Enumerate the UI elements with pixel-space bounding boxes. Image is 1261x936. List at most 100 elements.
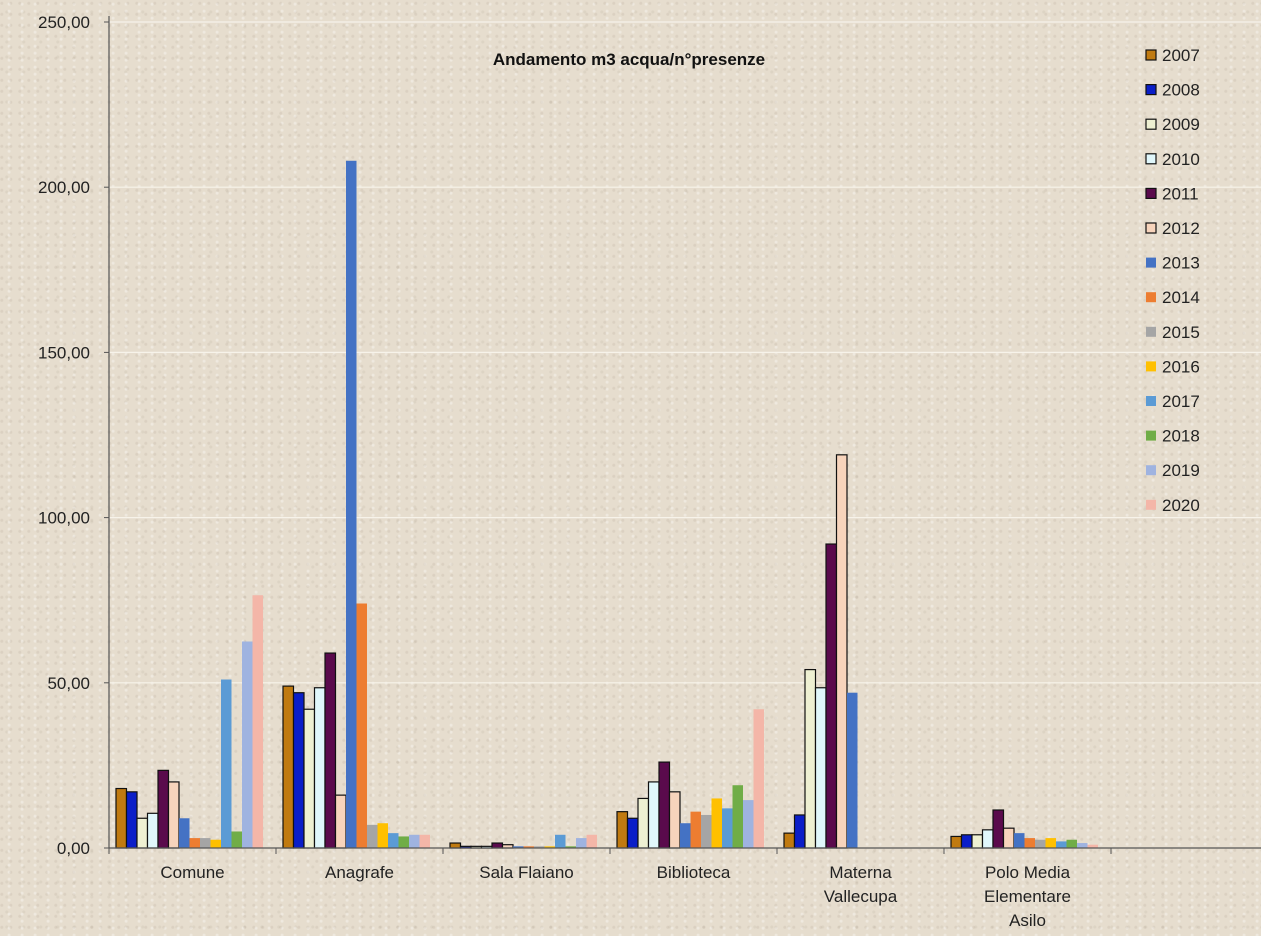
bar-2017-2	[555, 834, 566, 848]
bar-2015-0	[200, 838, 211, 848]
legend-swatch-2013	[1146, 257, 1156, 268]
bar-2008-1	[292, 692, 305, 849]
bar-2007-0	[115, 787, 128, 849]
bar-2009-0	[136, 817, 149, 849]
x-tick-labels: Comune Anagrafe Sala Flaiano Biblioteca Mate…	[160, 863, 1071, 930]
bar-2010-3	[647, 781, 660, 849]
bar-2019-2	[576, 838, 587, 848]
bar-2015-2	[534, 846, 545, 848]
bar-2016-3	[711, 798, 722, 848]
bar-2014-2	[523, 846, 534, 848]
legend-label-2017: 2017	[1162, 392, 1200, 411]
x-tick-label: Vallecupa	[824, 887, 898, 906]
bar-2017-3	[722, 808, 733, 848]
bar-2018-0	[231, 831, 242, 848]
legend-label-2015: 2015	[1162, 323, 1200, 342]
bar-2019-1	[409, 834, 420, 848]
bar-2019-5	[1077, 843, 1088, 848]
bar-2020-1	[419, 834, 430, 848]
legend-swatch-2016	[1146, 361, 1156, 372]
bar-2017-5	[1056, 841, 1067, 848]
legend-label-2018: 2018	[1162, 427, 1200, 446]
bar-2008-0	[125, 791, 138, 849]
x-tick-label: Comune	[160, 863, 224, 882]
y-tick-label: 250,00	[38, 13, 90, 32]
bar-2014-5	[1024, 838, 1035, 848]
bar-2014-3	[690, 811, 701, 848]
bar-2018-3	[732, 785, 743, 848]
bar-2015-1	[367, 824, 378, 848]
bar-2011-5	[992, 809, 1005, 849]
bar-2013-0	[179, 818, 190, 848]
bar-2020-5	[1087, 844, 1098, 848]
legend-label-2011: 2011	[1162, 184, 1199, 203]
bar-2012-3	[668, 791, 681, 849]
bar-2010-5	[981, 829, 994, 849]
bar-2018-2	[565, 846, 576, 848]
bar-2018-5	[1066, 839, 1077, 848]
legend-label-2014: 2014	[1162, 288, 1200, 307]
bar-2014-0	[189, 838, 200, 848]
y-tick-label: 0,00	[57, 839, 90, 858]
legend-swatch-2012	[1145, 222, 1157, 234]
bar-2017-0	[221, 679, 232, 848]
legend-swatch-2008	[1145, 83, 1157, 96]
legend-swatch-2020	[1146, 499, 1156, 510]
axes	[108, 16, 1261, 849]
legend-label-2009: 2009	[1162, 115, 1200, 134]
legend-swatch-2010	[1145, 153, 1157, 165]
bar-2011-4	[825, 543, 838, 849]
bar-2008-3	[626, 817, 639, 849]
bar-2013-1	[346, 160, 357, 848]
bar-2019-0	[242, 641, 253, 848]
bar-2020-2	[586, 834, 597, 848]
legend-label-2016: 2016	[1162, 357, 1200, 376]
x-tick-label: Elementare	[984, 887, 1071, 906]
bar-2009-1	[303, 708, 316, 849]
bar-2016-2	[544, 846, 555, 848]
bar-2018-1	[398, 836, 409, 848]
legend-label-2020: 2020	[1162, 496, 1200, 515]
bar-2012-0	[167, 781, 180, 849]
legend-label-2010: 2010	[1162, 150, 1200, 169]
legend: 2007 2008 2009 2010 2011 2012 2013 2014 2015 2016…	[1145, 46, 1200, 515]
bar-2015-3	[701, 814, 712, 848]
legend-swatch-2014	[1146, 292, 1156, 303]
y-tick-label: 100,00	[38, 509, 90, 528]
legend-swatch-2019	[1146, 465, 1156, 476]
bar-2015-5	[1035, 839, 1046, 848]
bar-2010-0	[146, 812, 159, 849]
legend-swatch-2017	[1146, 396, 1156, 406]
legend-label-2007: 2007	[1162, 46, 1200, 65]
legend-label-2012: 2012	[1162, 219, 1200, 238]
x-tick-label: Asilo	[1009, 911, 1046, 930]
legend-label-2013: 2013	[1162, 254, 1200, 273]
bar-2010-1	[313, 687, 326, 849]
bar-2012-4	[835, 454, 848, 849]
bar-2011-2	[491, 842, 504, 849]
bar-2009-4	[804, 668, 817, 849]
bar-2016-0	[210, 839, 221, 848]
bar-2012-1	[334, 794, 347, 849]
bar-2007-5	[950, 835, 963, 849]
bar-2016-5	[1045, 838, 1056, 848]
bar-2007-4	[783, 832, 796, 849]
bar-2011-0	[157, 769, 170, 849]
bar-2020-3	[753, 709, 764, 848]
bar-2011-1	[324, 652, 337, 849]
y-tick-label: 50,00	[47, 674, 90, 693]
bar-2014-1	[356, 603, 367, 848]
bar-2013-3	[680, 823, 691, 848]
bars	[115, 160, 1098, 849]
legend-swatch-2009	[1145, 118, 1157, 130]
bar-2016-1	[377, 823, 388, 848]
bar-2011-3	[658, 761, 671, 849]
bar-2008-4	[793, 814, 806, 849]
x-tick-label: Polo Media	[985, 863, 1071, 882]
legend-swatch-2018	[1146, 430, 1156, 441]
bar-2017-1	[388, 833, 399, 848]
bar-2013-2	[513, 846, 524, 848]
gridlines	[104, 21, 1261, 854]
x-tick-label: Sala Flaiano	[479, 863, 574, 882]
